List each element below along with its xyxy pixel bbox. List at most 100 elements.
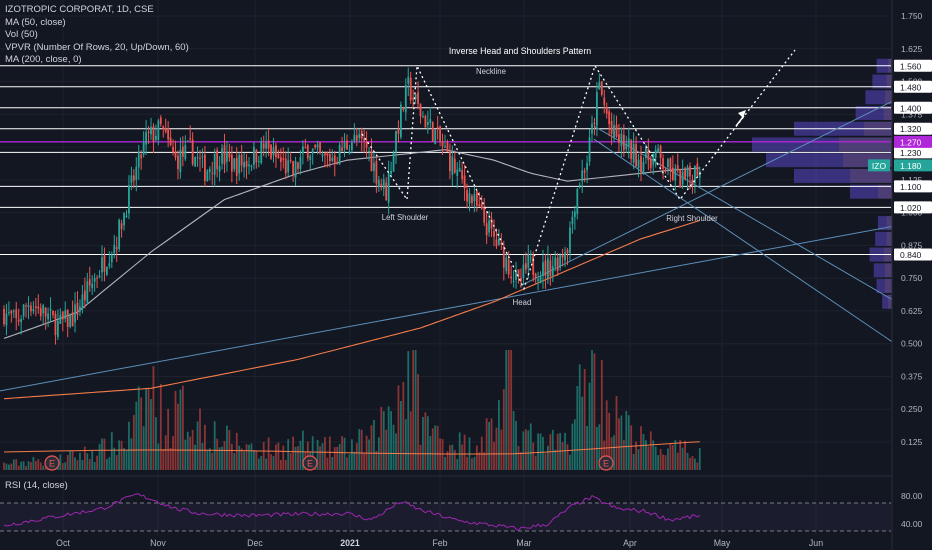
- time-tick-label: Apr: [623, 538, 637, 548]
- vpvr-row-down: [885, 279, 892, 294]
- volume-bar: [576, 386, 579, 470]
- candle-body: [17, 319, 20, 322]
- price-level-badge: [894, 248, 932, 261]
- candle-body: [382, 179, 385, 189]
- candle-body: [32, 309, 35, 312]
- candle-body: [297, 162, 299, 169]
- candle-body: [551, 266, 554, 276]
- volume-bar: [128, 421, 130, 470]
- volume-bar: [328, 436, 331, 470]
- volume-bar: [475, 445, 478, 470]
- volume-bar: [30, 462, 32, 470]
- volume-bar: [201, 442, 204, 470]
- volume-bar: [235, 432, 238, 470]
- candle-body: [172, 147, 174, 153]
- volume-bar: [27, 461, 30, 470]
- volume-bar: [363, 453, 366, 470]
- candle-body: [684, 169, 686, 179]
- volume-bar: [564, 432, 566, 470]
- volume-bar: [64, 462, 67, 470]
- volume-bar: [142, 426, 145, 470]
- price-level-badge-label: 1.480: [900, 82, 922, 92]
- volume-bar: [664, 455, 667, 470]
- candle-body: [691, 179, 694, 185]
- candle-body: [422, 116, 424, 118]
- candle-body: [412, 98, 415, 100]
- candle-body: [336, 163, 339, 165]
- volume-bar: [659, 449, 662, 470]
- earnings-marker-label: E: [603, 459, 609, 469]
- volume-bar: [194, 444, 196, 470]
- candle-body: [145, 132, 147, 145]
- candle-body: [674, 168, 677, 181]
- price-level-badge: [894, 146, 932, 159]
- time-tick-label: Oct: [56, 538, 70, 548]
- candle-body: [637, 159, 640, 169]
- candle-body: [630, 140, 633, 160]
- candle-body: [610, 120, 613, 135]
- legend-ma50: MA (50, close): [5, 16, 66, 28]
- volume-bar: [556, 433, 559, 470]
- volume-bar: [279, 459, 282, 470]
- candle-body: [635, 144, 637, 167]
- earnings-marker: [44, 455, 60, 471]
- candle-body: [605, 106, 608, 114]
- volume-bar: [346, 457, 348, 470]
- candle-body: [260, 141, 263, 163]
- volume-bar: [284, 460, 287, 470]
- volume-bar: [473, 456, 476, 470]
- volume-bar: [91, 450, 94, 470]
- candle-body: [140, 154, 143, 159]
- volume-bar: [137, 386, 140, 470]
- trend-line: [519, 81, 932, 287]
- last-price-badge-label: 1.180: [900, 161, 922, 171]
- volume-bar: [387, 406, 390, 470]
- volume-bar: [71, 450, 74, 470]
- volume-bar: [152, 366, 155, 470]
- neckline-label: Neckline: [476, 67, 506, 76]
- volume-bar: [265, 458, 268, 470]
- volume-bar: [110, 432, 113, 470]
- candle-body: [549, 260, 552, 276]
- candle-body: [174, 151, 177, 158]
- volume-bar: [125, 450, 128, 470]
- candle-body: [238, 155, 241, 174]
- volume-bar: [689, 457, 691, 470]
- candle-body: [404, 85, 407, 113]
- volume-bar: [493, 441, 495, 470]
- vpvr-row-down: [883, 105, 892, 120]
- volume-bar: [32, 457, 35, 470]
- volume-bar: [213, 421, 216, 470]
- volume-bar: [632, 453, 635, 470]
- candle-body: [179, 149, 182, 173]
- volume-bar: [174, 390, 177, 470]
- candle-body: [233, 158, 236, 170]
- candle-body: [539, 276, 542, 283]
- volume-bar: [625, 410, 628, 470]
- volume-bar: [404, 419, 407, 470]
- candle-body: [657, 148, 660, 153]
- volume-bar: [66, 454, 69, 470]
- volume-bar: [69, 450, 72, 470]
- candle-body: [37, 306, 40, 309]
- arrow-head: [738, 110, 746, 118]
- volume-bar: [451, 444, 454, 470]
- candle-body: [306, 145, 309, 159]
- candle-body: [512, 280, 515, 282]
- ticker-badge-label: IZO: [872, 161, 887, 171]
- volume-bar: [253, 450, 255, 470]
- purple-level-badge-label: 1.270: [900, 137, 922, 147]
- volume-bar: [571, 423, 574, 470]
- volume-bar: [426, 416, 429, 470]
- volume-bar: [630, 425, 633, 470]
- candle-body: [284, 158, 287, 174]
- earnings-marker: [598, 455, 614, 471]
- candle-body: [27, 304, 30, 307]
- volume-bar: [196, 421, 199, 470]
- volume-bar: [223, 441, 226, 470]
- candle-body: [177, 155, 179, 169]
- candle-body: [186, 140, 189, 142]
- price-tick-label: 0.375: [901, 371, 923, 381]
